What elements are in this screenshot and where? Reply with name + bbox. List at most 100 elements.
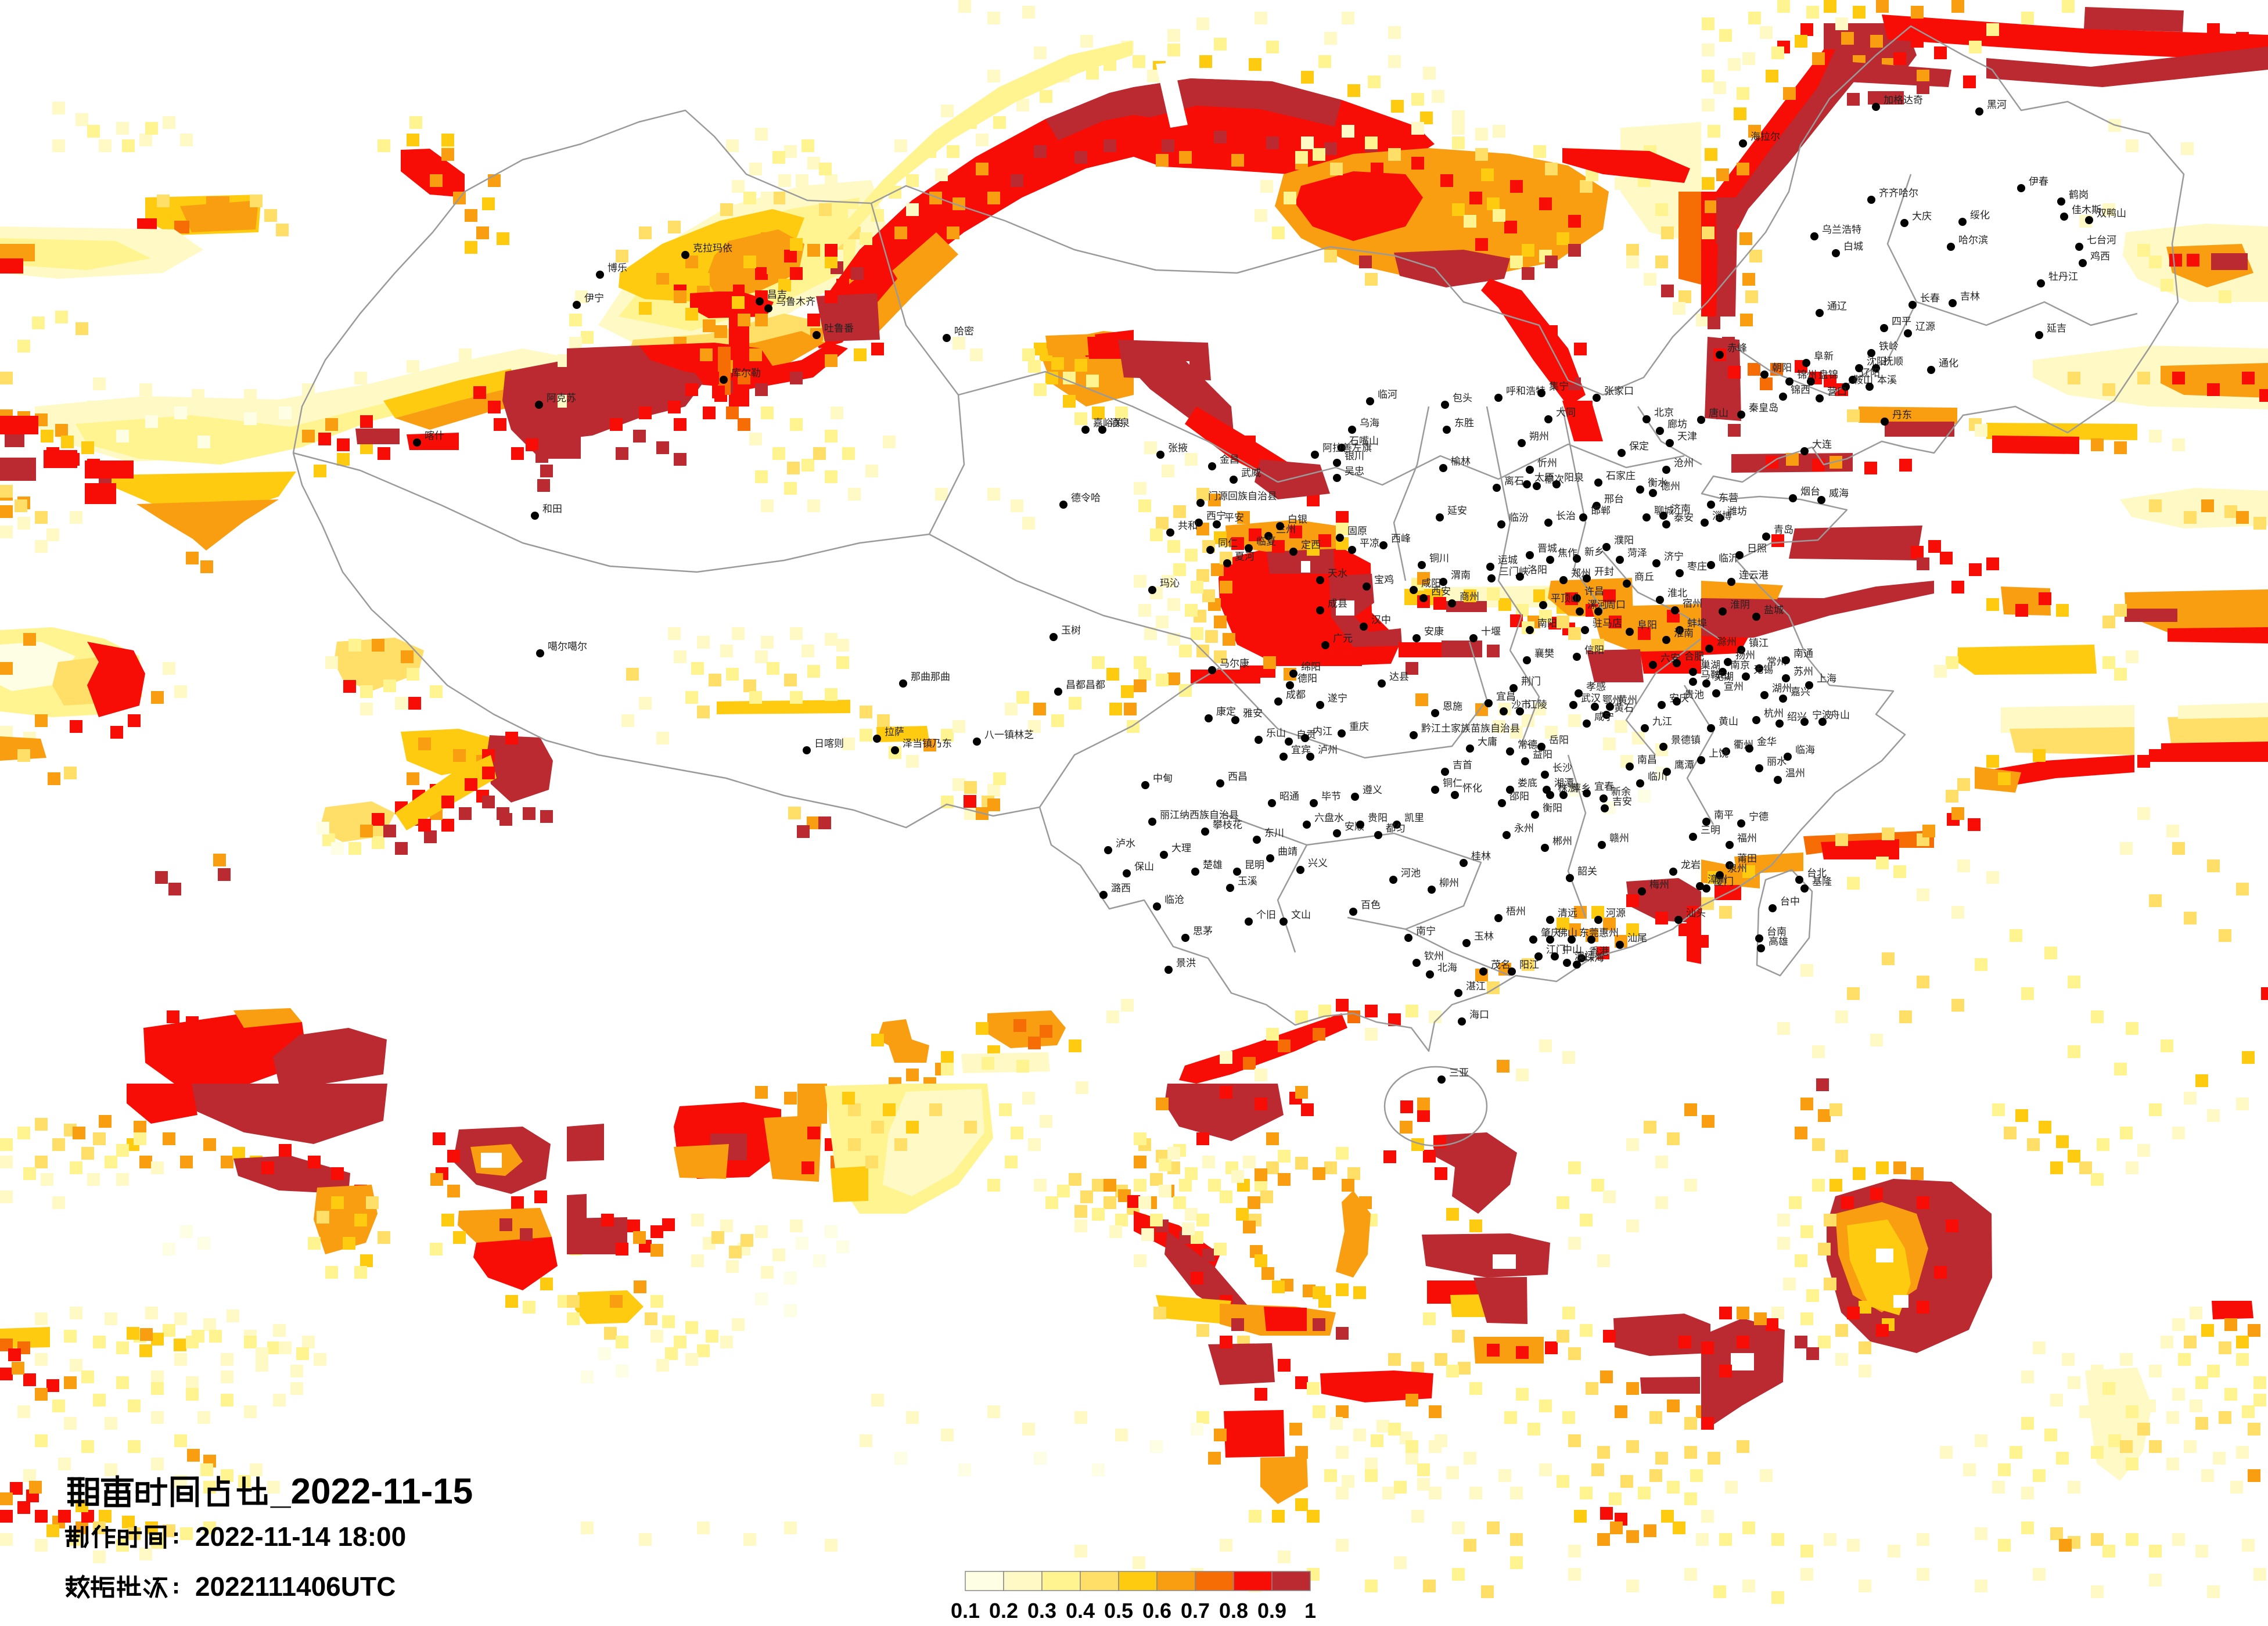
svg-text:马尔康: 马尔康 <box>1220 658 1249 669</box>
svg-text:保定: 保定 <box>1629 441 1649 452</box>
svg-text:巢湖: 巢湖 <box>1701 660 1720 671</box>
svg-text:台中: 台中 <box>1780 896 1800 907</box>
svg-text:永州: 永州 <box>1514 823 1534 834</box>
svg-text:夏河: 夏河 <box>1235 551 1255 562</box>
svg-text:银川: 银川 <box>1345 451 1364 462</box>
svg-text:东川: 东川 <box>1264 828 1284 839</box>
svg-text:滁州: 滁州 <box>1717 636 1737 647</box>
svg-text:连云港: 连云港 <box>1739 570 1769 581</box>
svg-text:临汾: 临汾 <box>1509 512 1529 523</box>
svg-text:北京: 北京 <box>1654 407 1674 418</box>
svg-text:江门: 江门 <box>1546 944 1566 955</box>
svg-text:拉萨: 拉萨 <box>885 726 904 738</box>
svg-text:哈密: 哈密 <box>954 326 974 337</box>
svg-text:苏州: 苏州 <box>1793 666 1813 677</box>
svg-text:东胜: 东胜 <box>1454 418 1474 429</box>
svg-text:莆田: 莆田 <box>1737 853 1757 864</box>
svg-text:0.9: 0.9 <box>1257 1599 1286 1623</box>
svg-text:娄底: 娄底 <box>1518 778 1537 789</box>
svg-text:德州: 德州 <box>1660 481 1680 492</box>
svg-text:伊宁: 伊宁 <box>584 293 604 304</box>
svg-text:金华: 金华 <box>1757 736 1777 747</box>
svg-text:铜川: 铜川 <box>1429 553 1449 564</box>
svg-text:日照: 日照 <box>1747 543 1767 554</box>
svg-text:咸阳: 咸阳 <box>1421 578 1441 589</box>
svg-text:焦作: 焦作 <box>1558 548 1577 559</box>
svg-text:喀什: 喀什 <box>425 430 444 441</box>
svg-text:盐城: 盐城 <box>1764 605 1784 616</box>
svg-text:渭南: 渭南 <box>1451 570 1471 581</box>
svg-text:达县: 达县 <box>1389 671 1409 682</box>
svg-text:酒泉: 酒泉 <box>1110 418 1130 429</box>
svg-text:淮北: 淮北 <box>1667 588 1687 599</box>
svg-text:商州: 商州 <box>1460 591 1479 602</box>
svg-text:定西: 定西 <box>1301 539 1321 551</box>
svg-text:孝感: 孝感 <box>1586 681 1606 692</box>
svg-text:吴忠: 吴忠 <box>1345 466 1364 477</box>
svg-text:武威: 武威 <box>1241 467 1261 479</box>
svg-text:通化: 通化 <box>1939 358 1958 369</box>
svg-text:天津: 天津 <box>1677 431 1697 442</box>
svg-text:济南: 济南 <box>1671 503 1691 515</box>
svg-text:扬州: 扬州 <box>1735 650 1755 661</box>
svg-text:烟台: 烟台 <box>1800 486 1820 497</box>
svg-text:东营: 东营 <box>1719 492 1738 503</box>
svg-text:西安: 西安 <box>1431 586 1451 597</box>
svg-text:0.2: 0.2 <box>989 1599 1018 1623</box>
svg-text:同仁: 同仁 <box>1218 538 1238 549</box>
svg-text:南通: 南通 <box>1793 648 1813 659</box>
svg-text:许昌: 许昌 <box>1584 586 1604 597</box>
svg-text:都匀: 都匀 <box>1386 823 1406 834</box>
svg-text:恩施: 恩施 <box>1443 701 1462 712</box>
svg-text:钦州: 钦州 <box>1424 951 1444 962</box>
svg-text:辽阳: 辽阳 <box>1860 368 1880 379</box>
svg-text:固原: 固原 <box>1347 526 1367 537</box>
svg-text:0.3: 0.3 <box>1027 1599 1056 1623</box>
svg-text:楚雄: 楚雄 <box>1203 859 1223 870</box>
svg-text:大理: 大理 <box>1171 843 1191 854</box>
svg-text:洛阳: 洛阳 <box>1527 564 1547 575</box>
svg-text:玉溪: 玉溪 <box>1238 876 1257 887</box>
svg-text:沈阳: 沈阳 <box>1867 356 1886 367</box>
svg-text:集宁: 集宁 <box>1549 381 1569 392</box>
svg-text:宝鸡: 宝鸡 <box>1374 574 1394 585</box>
svg-text:石嘴山: 石嘴山 <box>1349 436 1379 447</box>
svg-text:宜春: 宜春 <box>1594 781 1614 792</box>
svg-text:黄山: 黄山 <box>1719 716 1738 727</box>
svg-text:白银: 白银 <box>1288 514 1307 525</box>
svg-text:唐山: 唐山 <box>1709 407 1728 419</box>
svg-text:玉树: 玉树 <box>1061 625 1081 636</box>
svg-text:榆林: 榆林 <box>1451 456 1471 467</box>
svg-text:咸宁: 咸宁 <box>1594 711 1614 722</box>
svg-text:海拉尔: 海拉尔 <box>1751 131 1780 142</box>
svg-text:澳门: 澳门 <box>1575 951 1594 962</box>
svg-text:北海: 北海 <box>1437 962 1457 973</box>
svg-text:常州: 常州 <box>1767 656 1787 667</box>
svg-text:六盘水: 六盘水 <box>1314 812 1344 823</box>
svg-text:和田: 和田 <box>542 503 562 515</box>
svg-text:阳江: 阳江 <box>1519 959 1539 970</box>
svg-text:商丘: 商丘 <box>1634 571 1654 582</box>
svg-text:吐鲁番: 吐鲁番 <box>824 323 854 334</box>
svg-text:1: 1 <box>1304 1599 1316 1623</box>
svg-text:牡丹江: 牡丹江 <box>2048 271 2078 282</box>
svg-text:台南: 台南 <box>1767 926 1787 937</box>
svg-text:内江: 内江 <box>1313 726 1332 737</box>
svg-text:延安: 延安 <box>1447 505 1467 516</box>
svg-text:阜阳: 阜阳 <box>1637 620 1657 631</box>
svg-text:四平: 四平 <box>1892 316 1911 327</box>
svg-text:那曲那曲: 那曲那曲 <box>911 671 950 682</box>
svg-text:贵阳: 贵阳 <box>1368 812 1388 823</box>
svg-text:岳阳: 岳阳 <box>1549 735 1569 746</box>
svg-text:平安: 平安 <box>1224 512 1244 523</box>
svg-text:湛江: 湛江 <box>1466 981 1486 992</box>
svg-text:潞西: 潞西 <box>1111 883 1131 894</box>
svg-text:佳木斯: 佳木斯 <box>2072 204 2101 215</box>
svg-text:库尔勒: 库尔勒 <box>731 368 761 379</box>
svg-text:加格达奇: 加格达奇 <box>1884 95 1923 106</box>
svg-text:基隆: 基隆 <box>1812 876 1832 887</box>
svg-text:嘉兴: 嘉兴 <box>1791 686 1810 697</box>
svg-text:中甸: 中甸 <box>1153 773 1173 784</box>
svg-text:玉林: 玉林 <box>1474 931 1494 942</box>
svg-text:河源: 河源 <box>1606 908 1626 919</box>
